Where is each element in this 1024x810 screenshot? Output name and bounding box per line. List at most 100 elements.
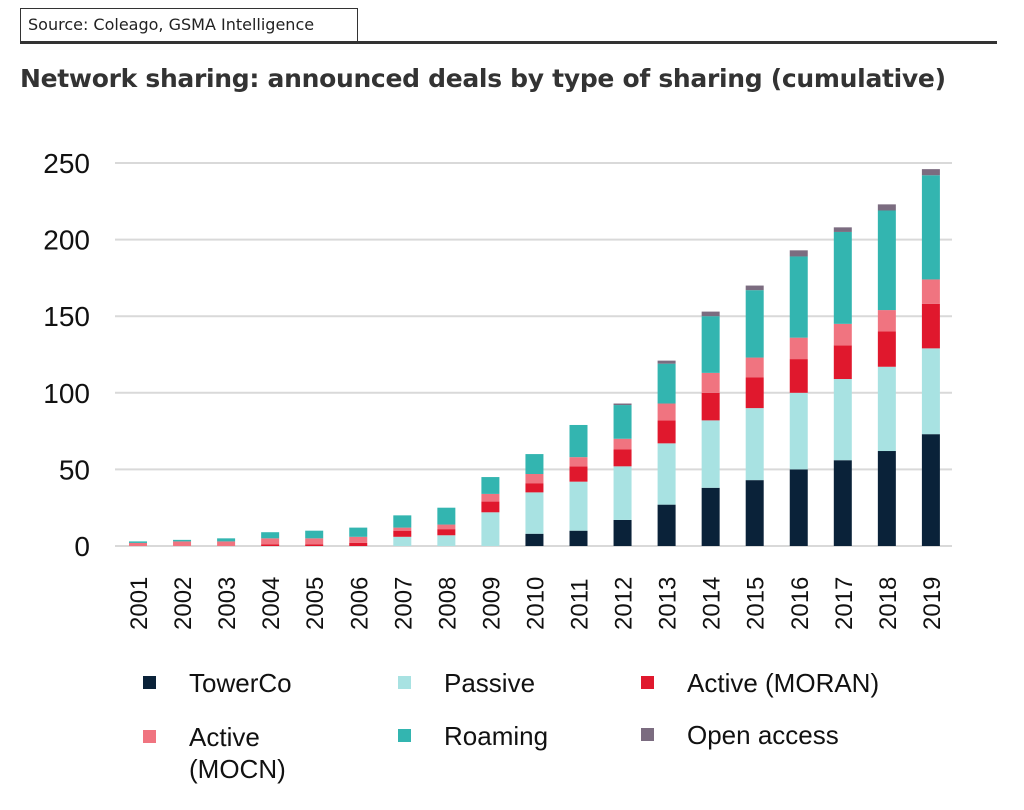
bar-segment-active-mocn [393,527,412,531]
x-tick-label: 2006 [346,577,373,630]
x-tick-label: 2013 [655,577,682,630]
bar-segment-open-access [921,169,940,176]
bar-segment-active-moran [393,530,412,537]
bar-segment-passive [437,535,456,546]
legend-item-active-mocn: Active (MOCN) [143,721,299,785]
x-tick-label: 2010 [522,577,549,630]
bar-segment-passive [481,512,500,546]
chart-title: Network sharing: announced deals by type… [20,64,946,93]
x-tick-label: 2007 [390,577,417,630]
bar-stack-2016 [789,250,808,546]
legend-label: Active (MORAN) [687,668,880,698]
x-tick-label: 2011 [567,578,594,630]
bar-segment-active-moran [261,544,280,546]
bar-segment-active-moran [657,420,676,444]
bar-segment-roaming [657,363,676,404]
bar-segment-roaming [393,515,412,528]
bar-stack-2010 [525,454,544,546]
bar-stack-2001 [129,541,147,546]
x-tick-label: 2008 [434,577,461,630]
bar-stack-2007 [393,515,412,546]
legend-item-open-access: Open access [641,719,839,751]
bar-segment-passive [877,366,896,452]
legend-swatch [641,728,654,741]
legend-label: Roaming [444,721,549,751]
bar-segment-roaming [745,290,764,358]
legend-swatch [143,730,156,743]
bar-stack-2017 [833,227,852,546]
source-box [20,8,358,41]
y-tick-label: 50 [59,454,90,485]
bar-segment-active-moran [833,345,852,380]
bar-stack-2012 [613,403,632,546]
bar-segment-active-mocn [833,323,852,346]
legend-item-active-moran: Active (MORAN) [641,667,879,699]
chart-plot: 0 50 100 150 200 250 2001 2002 2003 2004 2005 2006… [43,148,952,630]
bar-segment-roaming [525,454,544,474]
bar-stack-2015 [745,285,764,546]
bar-segment-active-moran [481,501,500,513]
bar-segment-roaming [701,316,720,373]
bar-segment-passive [921,348,940,435]
x-axis-ticks: 2001 2002 2003 2004 2005 2006 2007 2008 2009 2010… [126,577,946,630]
bar-segment-active-moran [569,466,588,482]
x-tick-label: 2017 [831,577,858,630]
bar-stack-2011 [569,424,588,546]
bar-segment-roaming [261,532,280,539]
bar-segment-roaming [217,538,236,542]
bar-segment-active-mocn [657,403,676,421]
bar-segment-passive [657,443,676,505]
bar-segment-roaming [569,424,588,458]
bar-segment-passive [613,466,632,520]
x-tick-label: 2003 [214,577,241,630]
x-tick-label: 2012 [611,577,638,630]
bar-segment-open-access [657,360,676,364]
bar-segment-towerco [833,460,852,546]
bar-segment-open-access [613,403,632,406]
source-note: Source: Coleago, GSMA Intelligence [28,15,315,34]
x-tick-label: 2001 [126,577,153,630]
bar-segment-active-mocn [437,524,456,530]
bar-segment-active-moran [745,377,764,409]
bar-stack-2014 [701,311,720,546]
header-rule [20,41,997,44]
bar-segment-open-access [789,250,808,257]
legend-label: Active (MOCN) [189,722,286,784]
x-tick-label: 2002 [170,577,197,630]
bar-segment-towerco [877,451,896,546]
x-tick-label: 2014 [699,577,726,630]
bar-segment-towerco [613,519,632,546]
bar-segment-roaming [921,175,940,280]
bar-segment-active-moran [701,392,720,421]
bar-segment-towerco [921,434,940,546]
bar-segment-towerco [789,469,808,546]
bar-segment-active-mocn [349,536,368,543]
bar-segment-passive [745,408,764,481]
legend-label: Passive [444,668,536,698]
bar-segment-passive [525,492,544,534]
y-tick-label: 250 [43,148,90,179]
bar-segment-towerco [701,487,720,546]
legend-label: TowerCo [189,668,292,698]
x-tick-label: 2004 [258,577,285,630]
x-tick-label: 2015 [743,577,770,630]
y-tick-label: 100 [43,378,90,409]
y-tick-label: 150 [43,301,90,332]
y-tick-label: 200 [43,225,90,256]
x-tick-label: 2019 [919,577,946,630]
legend-label: Open access [687,720,839,750]
bar-segment-active-mocn [789,337,808,360]
legend-item-roaming: Roaming [398,720,548,752]
bar-segment-roaming [173,539,192,542]
bar-segment-passive [569,481,588,531]
bar-segment-active-mocn [481,493,500,502]
bar-stack-2018 [877,204,896,546]
bars [129,169,940,546]
bar-segment-active-moran [525,483,544,493]
bar-segment-active-mocn [217,541,236,546]
gridlines [115,162,952,547]
legend-swatch [398,676,411,689]
bar-segment-roaming [877,210,896,311]
bar-stack-2019 [921,169,940,546]
bar-segment-active-moran [921,303,940,349]
